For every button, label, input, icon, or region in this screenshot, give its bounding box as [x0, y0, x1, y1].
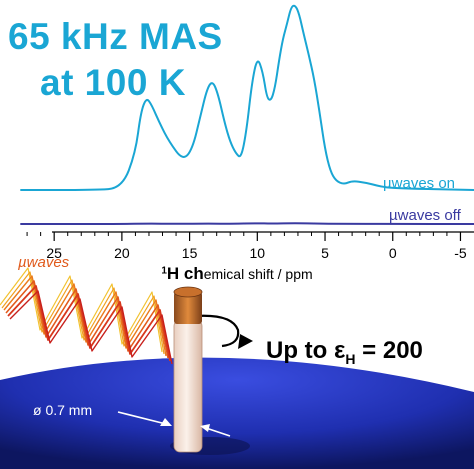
x-tick-label: 0: [389, 245, 397, 261]
headline-line-1: 65 kHz MAS: [8, 16, 223, 57]
probe-diameter-label: ø 0.7 mm: [33, 402, 93, 418]
x-axis-label-bold: H ch: [166, 264, 204, 283]
x-tick-label: 25: [46, 245, 62, 261]
rotor-cap: [174, 292, 202, 324]
enhancement-subscript: H: [345, 350, 356, 367]
x-axis-label: 1H chemical shift / ppm: [0, 264, 474, 284]
enhancement-suffix: = 200: [355, 337, 423, 364]
series-label-on: µwaves on: [383, 175, 456, 192]
series-layer: [20, 4, 474, 225]
x-tick-label: -5: [454, 245, 467, 261]
diameter-arrow-left: [117, 411, 167, 425]
series-line-1: [20, 222, 474, 225]
diameter-arrow-right: [205, 427, 231, 437]
microwave-label: µwaves: [18, 254, 70, 271]
headline-line-2: at 100 K: [40, 62, 186, 103]
x-axis-label-rest: emical shift / ppm: [203, 266, 313, 282]
x-tick-label: 10: [250, 245, 266, 261]
enhancement-label: Up to εH = 200: [266, 337, 423, 367]
enhancement-symbol: ε: [333, 337, 346, 364]
x-axis-label-sup: 1: [161, 265, 167, 277]
x-tick-label: 15: [182, 245, 198, 261]
microwave-waves: [0, 267, 173, 365]
rotation-arrow-head: [238, 334, 253, 349]
series-label-off: µwaves off: [389, 207, 461, 224]
series-line-0: [20, 4, 474, 192]
rotor-cap-top: [173, 286, 203, 298]
x-tick-label: 5: [321, 245, 329, 261]
stator-disc: [0, 357, 474, 469]
x-ticks: 25 20 15 10 5 0 -5: [26, 232, 467, 261]
enhancement-prefix: Up to: [266, 337, 334, 364]
x-tick-label: 20: [114, 245, 130, 261]
